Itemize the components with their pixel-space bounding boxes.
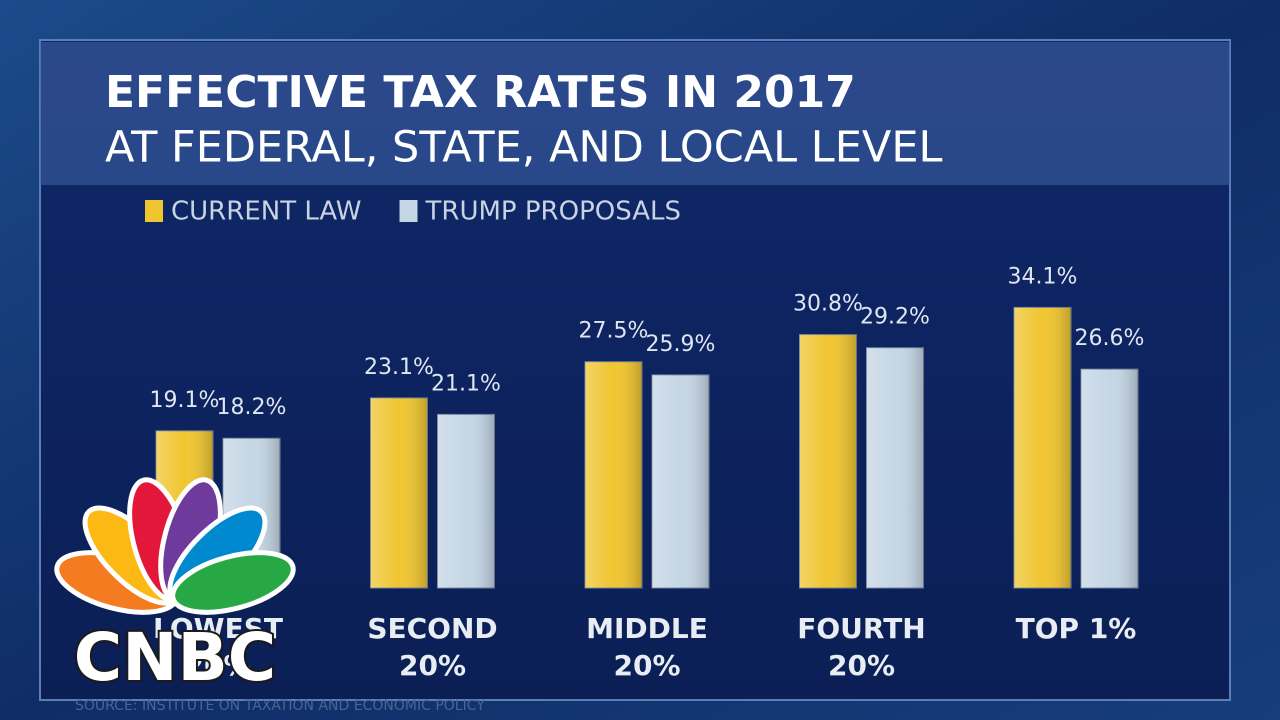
value-label: 29.2% bbox=[860, 305, 930, 330]
bar-shine bbox=[652, 374, 709, 588]
value-label: 30.8% bbox=[793, 292, 863, 317]
source: SOURCE: INSTITUTE ON TAXATION AND ECONOM… bbox=[75, 698, 485, 714]
value-label: 19.1% bbox=[150, 388, 220, 413]
chart-subtitle: AT FEDERAL, STATE, AND LOCAL LEVEL bbox=[105, 123, 943, 173]
title-band bbox=[40, 42, 1230, 185]
value-label: 23.1% bbox=[364, 355, 434, 380]
bar-shine bbox=[1081, 369, 1138, 588]
value-label: 18.2% bbox=[217, 395, 287, 420]
value-label: 21.1% bbox=[431, 371, 501, 396]
x-tick-label: SECOND 20% bbox=[367, 612, 498, 682]
x-tick-label: TOP 1% bbox=[1015, 612, 1137, 645]
brand: CNBC bbox=[74, 619, 276, 696]
bar-shine bbox=[437, 414, 495, 588]
value-label: 25.9% bbox=[646, 332, 716, 357]
chart-title: EFFECTIVE TAX RATES IN 2017 bbox=[105, 67, 856, 118]
bar-shine bbox=[1014, 307, 1071, 588]
x-tick-label: LOWEST 20% bbox=[153, 612, 283, 682]
value-label: 34.1% bbox=[1008, 264, 1078, 289]
bar-shine bbox=[585, 361, 642, 588]
bar-shine bbox=[799, 334, 857, 588]
peacock bbox=[54, 477, 296, 615]
x-tick-label: MIDDLE 20% bbox=[586, 612, 708, 682]
value-label: 27.5% bbox=[579, 319, 649, 344]
legend-label: TRUMP PROPOSALS bbox=[425, 197, 681, 227]
bar-shine bbox=[370, 397, 428, 588]
value-label: 26.6% bbox=[1075, 326, 1145, 351]
legend-swatch bbox=[145, 200, 163, 222]
x-tick-label: FOURTH 20% bbox=[797, 612, 926, 682]
bar-shine bbox=[866, 347, 924, 588]
legend-swatch bbox=[399, 200, 418, 222]
legend-label: CURRENT LAW bbox=[171, 197, 362, 227]
